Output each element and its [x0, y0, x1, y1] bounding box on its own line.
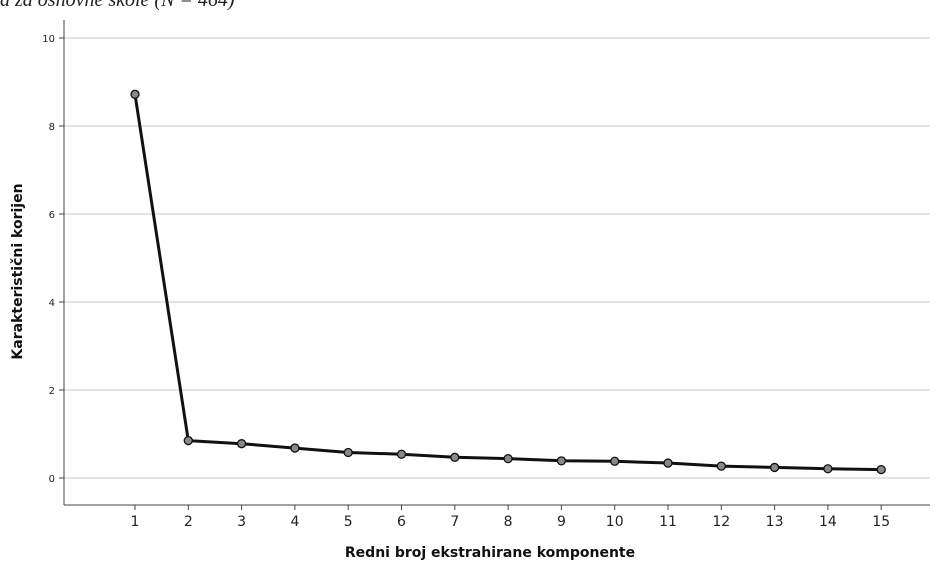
figure-caption: a za osnovne škole (N = 464): [0, 0, 235, 11]
x-tick-label: 1: [131, 514, 140, 530]
data-point: [610, 456, 620, 466]
x-tick-label: 7: [450, 514, 459, 530]
data-point: [450, 452, 460, 462]
data-point: [503, 453, 513, 464]
y-tick-label: 0: [49, 474, 55, 485]
data-point: [236, 439, 247, 449]
data-point: [130, 89, 140, 99]
data-point: [663, 458, 673, 468]
x-ticks: 1 2 3 4 5 6 7 8 9 10 11 12 13 14 15: [131, 505, 890, 530]
gridlines: [64, 37, 930, 479]
x-tick-label: 8: [504, 514, 513, 530]
x-axis-label: Redni broj ekstrahirane komponente: [345, 545, 635, 561]
data-point: [716, 461, 726, 471]
data-point: [343, 447, 353, 458]
x-tick-label: 4: [290, 514, 299, 530]
x-tick-label: 10: [606, 514, 624, 530]
data-points: [130, 89, 886, 475]
series-line: [133, 94, 882, 472]
y-tick-label: 10: [42, 34, 55, 45]
data-point: [876, 464, 886, 475]
data-point: [290, 443, 300, 453]
x-tick-label: 14: [819, 514, 837, 530]
x-tick-label: 15: [872, 514, 890, 530]
x-tick-label: 5: [344, 514, 353, 530]
data-point: [396, 449, 407, 459]
x-tick-label: 13: [766, 514, 784, 530]
y-tick-label: 6: [49, 210, 55, 221]
x-tick-label: 3: [237, 514, 246, 530]
x-tick-label: 9: [557, 514, 566, 530]
x-tick-label: 6: [397, 514, 406, 530]
data-point: [769, 462, 780, 473]
y-ticks: 0 2 4 6 8 10: [42, 34, 64, 485]
y-tick-label: 4: [49, 298, 55, 309]
y-tick-label: 8: [49, 122, 55, 133]
x-tick-label: 12: [712, 514, 730, 530]
x-tick-label: 2: [184, 514, 193, 530]
x-tick-label: 11: [659, 514, 677, 530]
data-point: [823, 464, 833, 474]
data-point: [183, 435, 193, 446]
data-point: [556, 456, 567, 466]
y-tick-label: 2: [49, 386, 55, 397]
y-axis-label: Karakteristični korijen: [10, 183, 26, 359]
